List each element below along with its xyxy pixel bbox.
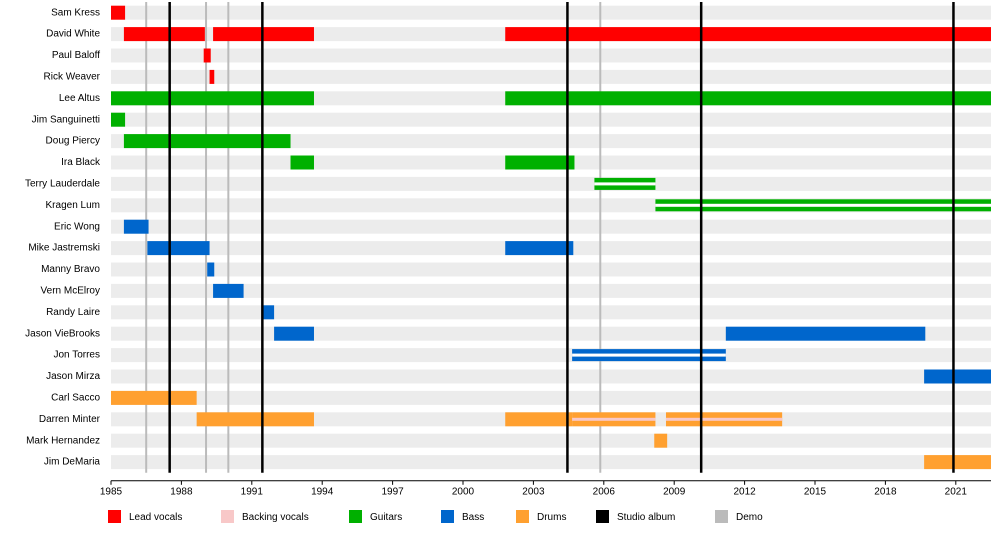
row-band	[111, 48, 991, 63]
legend-swatch	[108, 510, 121, 523]
row-band	[111, 176, 991, 191]
member-name: Lee Altus	[59, 93, 100, 104]
legend-swatch	[596, 510, 609, 523]
bar-gap	[655, 203, 991, 207]
row-band	[111, 219, 991, 234]
member-bar	[147, 241, 210, 256]
row-band	[111, 283, 991, 298]
member-name: Rick Weaver	[44, 72, 101, 83]
row-band	[111, 369, 991, 384]
legend-label: Bass	[462, 512, 484, 523]
x-tick-label: 2018	[874, 486, 897, 497]
member-name: Ira Black	[61, 157, 101, 168]
member-name: Jim DeMaria	[44, 457, 101, 468]
member-bar	[924, 455, 991, 470]
member-bar	[209, 69, 215, 84]
member-name: Terry Lauderdale	[25, 179, 100, 190]
row-band	[111, 69, 991, 84]
row-band	[111, 455, 991, 470]
member-bar	[262, 305, 275, 320]
member-bar	[111, 390, 197, 405]
member-bar	[111, 112, 126, 127]
member-name: Jason VieBrooks	[25, 328, 100, 339]
row-band	[111, 134, 991, 149]
member-name: Mark Hernandez	[26, 435, 100, 446]
member-name: Vern McElroy	[41, 286, 100, 297]
member-name: Jason Mirza	[46, 371, 100, 382]
member-name: Paul Baloff	[52, 50, 100, 61]
member-bar	[207, 262, 215, 277]
legend-swatch	[715, 510, 728, 523]
x-tick-label: 2015	[804, 486, 827, 497]
legend-label: Lead vocals	[129, 512, 182, 523]
legend-swatch	[441, 510, 454, 523]
member-bar	[505, 27, 991, 42]
bar-gap	[594, 182, 656, 186]
member-bar	[505, 155, 575, 170]
member-bar	[505, 91, 991, 106]
x-tick-label: 2006	[593, 486, 616, 497]
member-name: Doug Piercy	[46, 136, 100, 147]
row-band	[111, 390, 991, 405]
legend-label: Drums	[537, 512, 566, 523]
legend-swatch	[221, 510, 234, 523]
row-band	[111, 262, 991, 277]
member-bar	[505, 412, 573, 427]
x-tick-label: 1991	[241, 486, 264, 497]
member-bar	[111, 5, 126, 20]
x-tick-label: 2009	[663, 486, 686, 497]
x-tick-label: 2012	[733, 486, 756, 497]
member-bar	[203, 48, 211, 63]
member-name: Eric Wong	[54, 221, 100, 232]
member-bar	[123, 219, 149, 234]
member-name: Jon Torres	[53, 350, 100, 361]
member-bar	[290, 155, 314, 170]
member-bar	[123, 134, 291, 149]
member-name: Darren Minter	[39, 414, 101, 425]
row-band	[111, 433, 991, 448]
member-name: David White	[46, 29, 100, 40]
x-tick-label: 2003	[522, 486, 545, 497]
member-name: Manny Bravo	[41, 264, 100, 275]
x-tick-label: 2000	[452, 486, 475, 497]
member-bar	[196, 412, 314, 427]
legend-swatch	[349, 510, 362, 523]
member-bar	[505, 241, 574, 256]
member-bar	[213, 283, 244, 298]
x-tick-label: 1994	[311, 486, 334, 497]
x-tick-label: 1988	[170, 486, 193, 497]
bar-gap	[572, 353, 726, 357]
member-name: Kragen Lum	[46, 200, 100, 211]
member-name: Carl Sacco	[51, 393, 100, 404]
legend-label: Guitars	[370, 512, 402, 523]
member-bar	[123, 27, 205, 42]
inner-bar	[572, 417, 656, 421]
member-bar	[725, 326, 926, 341]
row-band	[111, 305, 991, 320]
member-name: Mike Jastremski	[28, 243, 100, 254]
member-name: Sam Kress	[51, 7, 100, 18]
row-band	[111, 348, 991, 363]
member-bar	[274, 326, 314, 341]
member-bar	[654, 433, 668, 448]
member-name: Jim Sanguinetti	[32, 114, 100, 125]
row-band	[111, 5, 991, 20]
inner-bar	[665, 417, 783, 421]
legend-label: Studio album	[617, 512, 675, 523]
member-bar	[111, 91, 314, 106]
row-band	[111, 112, 991, 127]
x-tick-label: 1997	[381, 486, 404, 497]
legend-label: Backing vocals	[242, 512, 309, 523]
x-tick-label: 1985	[100, 486, 123, 497]
member-name: Randy Laire	[46, 307, 100, 318]
member-bar	[924, 369, 991, 384]
legend-label: Demo	[736, 512, 763, 523]
legend-swatch	[516, 510, 529, 523]
x-tick-label: 2021	[945, 486, 968, 497]
